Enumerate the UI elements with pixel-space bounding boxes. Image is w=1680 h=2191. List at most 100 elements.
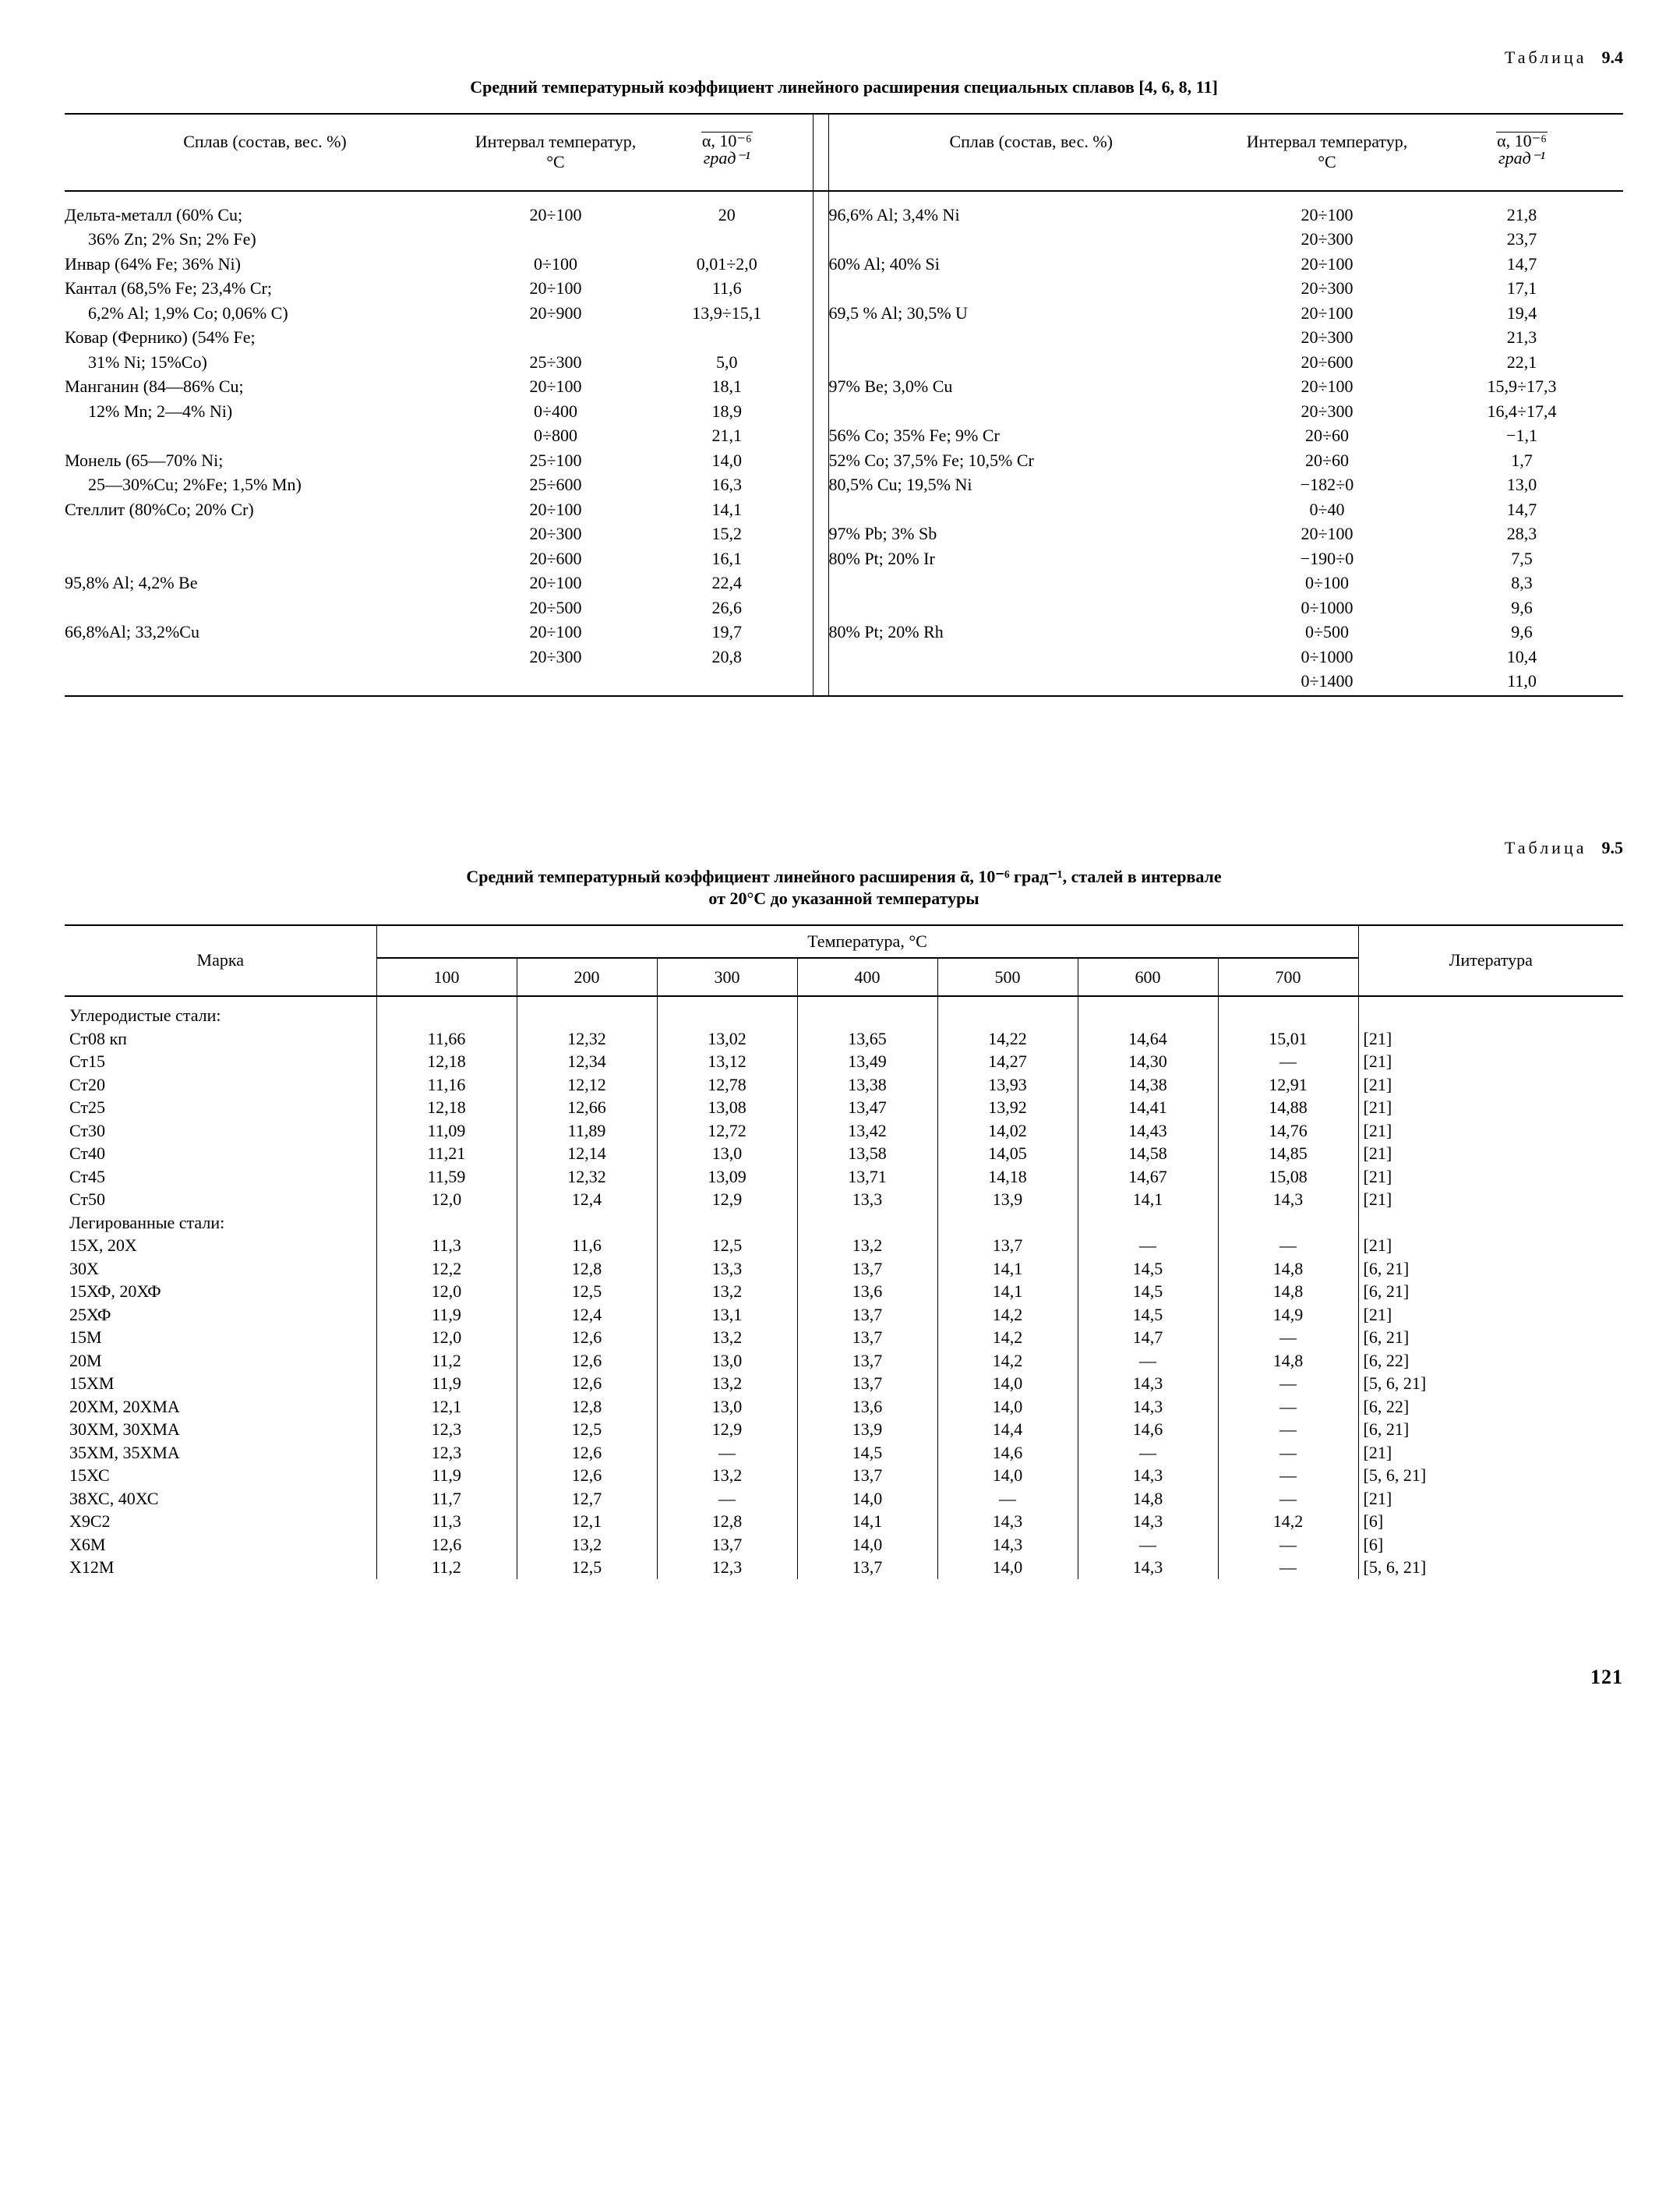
th-alpha-right: α, 10⁻⁶град⁻¹ <box>1421 114 1623 191</box>
cell-alloy: 80,5% Cu; 19,5% Ni <box>828 472 1234 497</box>
cell-lit: [21] <box>1358 1303 1623 1327</box>
cell-value: — <box>1078 1349 1218 1373</box>
cell-value: — <box>1218 1050 1358 1073</box>
cell-alloy: 6,2% Al; 1,9% Co; 0,06% C) <box>65 301 470 326</box>
cell-alpha: 16,3 <box>641 472 813 497</box>
cell-brand: 30Х <box>65 1257 376 1281</box>
cell-brand: 15М <box>65 1326 376 1349</box>
cell-value: 12,5 <box>517 1280 657 1303</box>
cell-interval: 20÷60 <box>1234 448 1421 473</box>
cell-lit: [21] <box>1358 1073 1623 1097</box>
cell-interval <box>470 227 641 252</box>
cell-interval: 20÷100 <box>1234 191 1421 228</box>
column-separator <box>813 191 828 228</box>
cell-value: 14,2 <box>937 1303 1078 1327</box>
cell-alpha: 18,9 <box>641 399 813 424</box>
cell-brand: Ст30 <box>65 1119 376 1143</box>
cell-value: 14,1 <box>797 1510 937 1533</box>
table-row: 95,8% Al; 4,2% Be20÷10022,40÷1008,3 <box>65 571 1623 595</box>
cell-alpha: 14,0 <box>641 448 813 473</box>
cell-brand: Ст40 <box>65 1142 376 1165</box>
cell-lit: [5, 6, 21] <box>1358 1556 1623 1579</box>
cell-value: — <box>937 1487 1078 1511</box>
cell-alpha <box>641 325 813 350</box>
cell-value: 14,3 <box>1078 1372 1218 1395</box>
column-separator <box>813 399 828 424</box>
cell-value: 14,1 <box>937 1257 1078 1281</box>
cell-alpha: 8,3 <box>1421 571 1623 595</box>
cell-value: 13,7 <box>657 1533 797 1557</box>
cell-value: 13,42 <box>797 1119 937 1143</box>
cell-value: 11,9 <box>376 1372 517 1395</box>
cell-value: 13,93 <box>937 1073 1078 1097</box>
cell-value: 13,7 <box>797 1303 937 1327</box>
cell-lit: [5, 6, 21] <box>1358 1464 1623 1487</box>
cell-value: 12,8 <box>517 1257 657 1281</box>
cell-value: 14,76 <box>1218 1119 1358 1143</box>
cell-interval: 20÷300 <box>1234 399 1421 424</box>
cell-value: 12,4 <box>517 1303 657 1327</box>
cell-alloy: Кантал (68,5% Fe; 23,4% Cr; <box>65 276 470 301</box>
label-num: 9.5 <box>1602 838 1624 857</box>
cell-value: 13,0 <box>657 1395 797 1419</box>
cell-alpha: 16,1 <box>641 546 813 571</box>
cell-value: 12,6 <box>517 1372 657 1395</box>
cell-value: — <box>1078 1234 1218 1257</box>
cell-value: 13,3 <box>657 1257 797 1281</box>
cell-value: 12,72 <box>657 1119 797 1143</box>
table-row: Ст3011,0911,8912,7213,4214,0214,4314,76[… <box>65 1119 1623 1143</box>
cell-value: 13,92 <box>937 1096 1078 1119</box>
column-separator <box>813 497 828 522</box>
cell-lit: [21] <box>1358 1441 1623 1465</box>
cell-value: 14,6 <box>937 1441 1078 1465</box>
cell-alloy: Ковар (Фернико) (54% Fe; <box>65 325 470 350</box>
page-number: 121 <box>65 1665 1623 1691</box>
cell-interval <box>470 669 641 696</box>
cell-alpha: 21,3 <box>1421 325 1623 350</box>
cell-interval: 20÷300 <box>470 645 641 670</box>
column-separator <box>813 325 828 350</box>
cell-brand: 38ХС, 40ХС <box>65 1487 376 1511</box>
column-separator <box>813 571 828 595</box>
cell-value: 14,2 <box>937 1326 1078 1349</box>
cell-interval: 20÷100 <box>1234 374 1421 399</box>
cell-alloy: 36% Zn; 2% Sn; 2% Fe) <box>65 227 470 252</box>
cell-alloy: 97% Be; 3,0% Cu <box>828 374 1234 399</box>
cell-value: 11,9 <box>376 1464 517 1487</box>
cell-alpha: 26,6 <box>641 595 813 620</box>
cell-value: 13,65 <box>797 1027 937 1051</box>
cell-alloy <box>65 645 470 670</box>
cell-value: 13,7 <box>797 1257 937 1281</box>
cell-value: 14,05 <box>937 1142 1078 1165</box>
table-row: 30Х12,212,813,313,714,114,514,8[6, 21] <box>65 1257 1623 1281</box>
cell-interval: 20÷100 <box>470 191 641 228</box>
cell-alpha: 15,2 <box>641 521 813 546</box>
cell-alloy: 25—30%Cu; 2%Fe; 1,5% Mn) <box>65 472 470 497</box>
cell-value: — <box>1218 1556 1358 1579</box>
column-separator <box>813 252 828 277</box>
cell-alloy <box>65 595 470 620</box>
cell-alpha: 21,1 <box>641 423 813 448</box>
table-row: Х9С211,312,112,814,114,314,314,2[6] <box>65 1510 1623 1533</box>
cell-value: 12,3 <box>657 1556 797 1579</box>
cell-value: 13,6 <box>797 1280 937 1303</box>
cell-brand: 20ХМ, 20ХМА <box>65 1395 376 1419</box>
cell-interval: 0÷1000 <box>1234 645 1421 670</box>
cell-alloy: 31% Ni; 15%Co) <box>65 350 470 375</box>
cell-alloy <box>65 423 470 448</box>
cell-alpha: 14,7 <box>1421 497 1623 522</box>
cell-alloy: Дельта-металл (60% Cu; <box>65 191 470 228</box>
cell-value: 11,9 <box>376 1303 517 1327</box>
cell-alpha: 7,5 <box>1421 546 1623 571</box>
table-row: Инвар (64% Fe; 36% Ni)0÷1000,01÷2,060% A… <box>65 252 1623 277</box>
cell-interval: 25÷600 <box>470 472 641 497</box>
cell-alpha: 18,1 <box>641 374 813 399</box>
cell-alloy: 56% Co; 35% Fe; 9% Cr <box>828 423 1234 448</box>
cell-value: 13,2 <box>657 1326 797 1349</box>
table-row: Ст4511,5912,3213,0913,7114,1814,6715,08[… <box>65 1165 1623 1189</box>
cell-value: 13,7 <box>797 1349 937 1373</box>
cell-value: 12,14 <box>517 1142 657 1165</box>
cell-value: 14,2 <box>1218 1510 1358 1533</box>
cell-value: 14,3 <box>1078 1510 1218 1533</box>
cell-value: 12,8 <box>657 1510 797 1533</box>
